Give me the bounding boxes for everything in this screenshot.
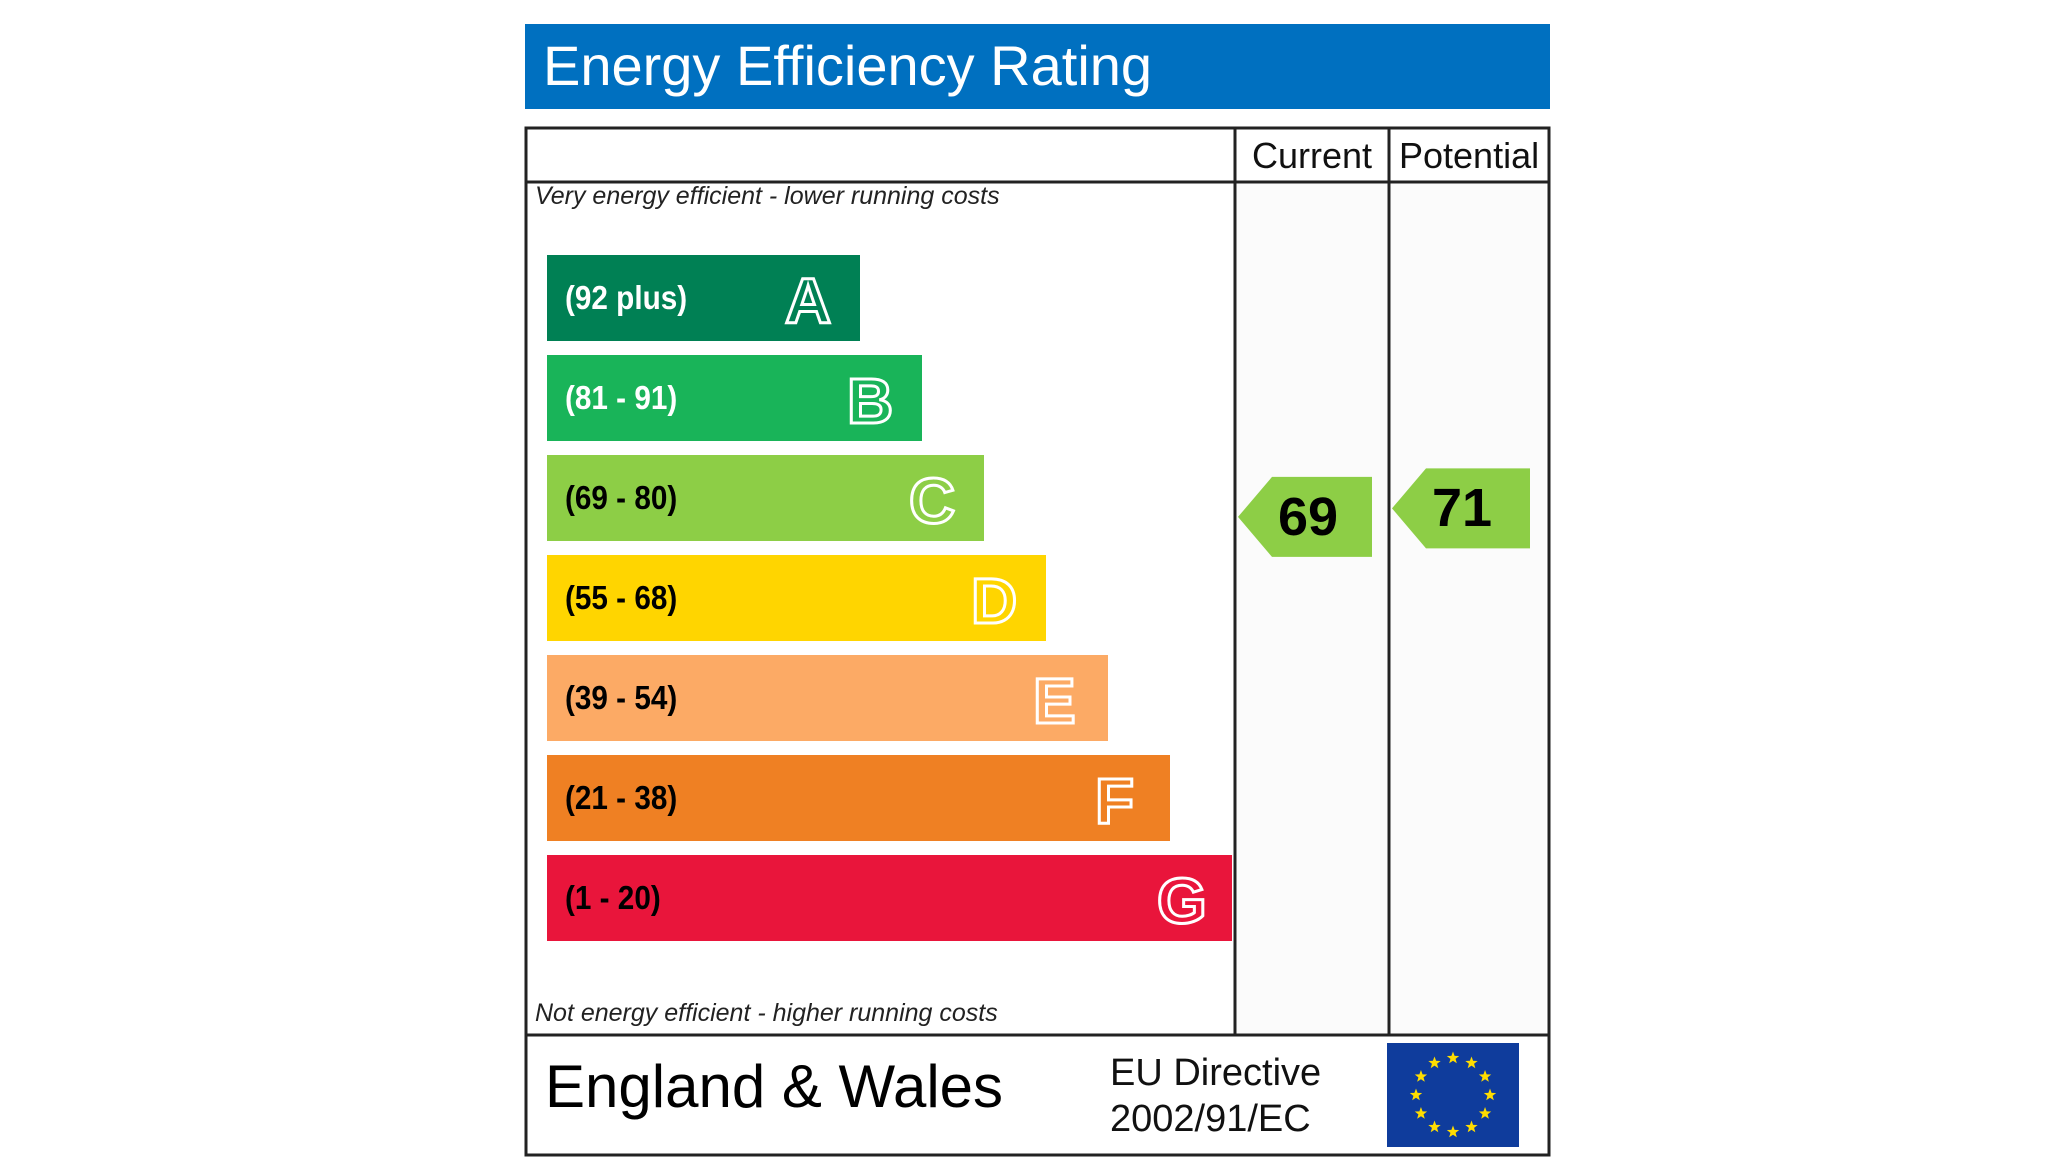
band-range-label: (39 - 54) <box>565 679 678 716</box>
band-range-label: (21 - 38) <box>565 779 678 816</box>
potential-rating-arrow <box>1392 468 1530 549</box>
eu-flag-star <box>1414 1070 1428 1082</box>
band-bar-b <box>547 355 922 441</box>
column-header-potential: Potential <box>1399 135 1540 176</box>
current-rating-arrow <box>1238 476 1372 557</box>
rating-frame: Current Potential Very energy efficient … <box>524 126 1551 1157</box>
eu-flag-star <box>1478 1107 1492 1119</box>
potential-column-bg <box>1391 184 1546 1033</box>
eu-flag-star <box>1483 1088 1497 1101</box>
column-header-current: Current <box>1252 135 1373 176</box>
current-column-bg <box>1237 184 1387 1033</box>
band-letter-label: D <box>969 564 1018 639</box>
note-bottom: Not energy efficient - higher running co… <box>535 999 998 1027</box>
eu-flag-icon <box>1387 1043 1519 1147</box>
band-letter-label: C <box>907 464 956 539</box>
eu-flag-star <box>1465 1056 1478 1069</box>
band-bar-c <box>547 455 984 541</box>
frame-grid <box>524 126 1551 1157</box>
note-top: Very energy efficient - lower running co… <box>535 182 1000 210</box>
directive-line-2: 2002/91/EC <box>1110 1098 1311 1140</box>
eu-flag-star <box>1446 1051 1460 1064</box>
band-range-label: (81 - 91) <box>565 379 678 416</box>
band-range-label: (92 plus) <box>565 279 688 316</box>
band-letter-label: E <box>1032 664 1078 739</box>
eu-flag-star <box>1478 1070 1492 1082</box>
band-range-label: (69 - 80) <box>565 479 678 516</box>
chart-title: Energy Efficiency Rating <box>543 34 1153 97</box>
band-letter-label: B <box>845 364 894 439</box>
eu-flag-star <box>1414 1107 1428 1119</box>
band-letter-label: F <box>1093 764 1135 839</box>
potential-rating-value: 71 <box>1432 478 1493 539</box>
band-letter-label: G <box>1156 864 1209 939</box>
band-range-label: (55 - 68) <box>565 579 678 616</box>
band-letter-label: A <box>783 264 832 339</box>
footer-region: England & Wales <box>545 1053 1004 1120</box>
rating-chart <box>524 126 1551 1157</box>
band-bar-d <box>547 555 1046 641</box>
directive-line-1: EU Directive <box>1110 1052 1322 1094</box>
title-bar: Energy Efficiency Rating <box>525 24 1550 109</box>
band-bar-f <box>547 755 1170 841</box>
band-bars <box>547 255 1232 941</box>
eu-flag-star <box>1428 1120 1441 1133</box>
band-bar-a <box>547 255 860 341</box>
eu-flag-star <box>1409 1088 1423 1101</box>
eu-flag-star <box>1446 1125 1460 1138</box>
current-rating-value: 69 <box>1278 486 1339 547</box>
eu-flag-star <box>1465 1120 1478 1133</box>
band-bar-g <box>547 855 1232 941</box>
band-range-label: (1 - 20) <box>565 879 661 916</box>
band-bar-e <box>547 655 1108 741</box>
eu-flag-star <box>1428 1056 1441 1069</box>
footer-directive: EU Directive 2002/91/EC <box>1110 1050 1321 1142</box>
rating-arrows <box>1238 468 1530 557</box>
